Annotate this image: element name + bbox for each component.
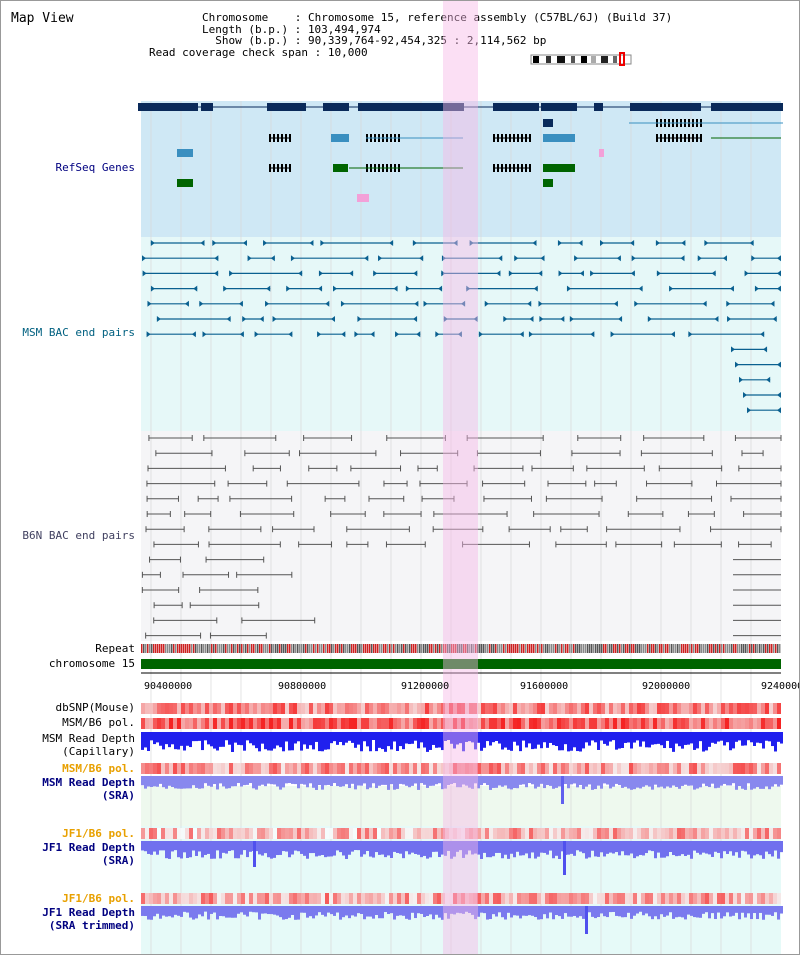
- label-jf1-read-trimmed-sub: (SRA trimmed): [48, 919, 135, 932]
- axis-tick-label: 91600000: [520, 681, 569, 692]
- chromosome-bar: [141, 659, 781, 669]
- axis-tick-label: 90400000: [144, 681, 193, 692]
- label-b6n-bac[interactable]: B6N BAC end pairs: [22, 529, 135, 542]
- msm-bac-features[interactable]: [142, 240, 781, 414]
- refseq-track-bg: [141, 101, 781, 237]
- highlight-region[interactable]: [443, 1, 478, 954]
- span-key: Read coverage check span: [149, 45, 308, 59]
- chromosome-value: Chromosome 15, reference assembly (C57BL…: [307, 11, 673, 24]
- label-msm-read-capillary: MSM Read Depth: [42, 732, 135, 745]
- b6n-track-bg: [141, 431, 781, 641]
- label-jf1-read-sra: JF1 Read Depth: [42, 841, 135, 854]
- read-depth-tracks[interactable]: [141, 732, 783, 934]
- jf1-read-depth-sra[interactable]: [141, 841, 783, 859]
- span-value: 10,000: [327, 45, 368, 59]
- label-dbsnp: dbSNP(Mouse): [55, 701, 135, 714]
- msm-read-depth-capillary[interactable]: [141, 732, 783, 752]
- length-key: Length (b.p.): [201, 22, 289, 36]
- b6n-bac-features[interactable]: [141, 435, 782, 639]
- label-repeat: Repeat: [95, 642, 135, 655]
- label-chromosome: chromosome 15: [48, 657, 135, 670]
- label-jf1-read-sra-sub: (SRA): [101, 854, 135, 867]
- chromosome-key: Chromosome: [201, 11, 269, 24]
- label-msm-b6-pol-1: MSM/B6 pol.: [62, 716, 135, 729]
- label-msm-b6-pol-2: MSM/B6 pol.: [62, 762, 135, 775]
- msm-sra-bg: [141, 786, 781, 826]
- label-msm-read-capillary-sub: (Capillary): [62, 745, 135, 758]
- label-msm-read-sra-sub: (SRA): [101, 789, 135, 802]
- chromosome-ideogram[interactable]: [530, 52, 632, 66]
- msm-read-depth-sra[interactable]: [141, 776, 783, 790]
- jf1-b6-pol-heat-track-2[interactable]: [141, 893, 781, 904]
- label-jf1-b6-pol-2: JF1/B6 pol.: [62, 892, 135, 905]
- polymorphism-heat-tracks[interactable]: [141, 703, 781, 904]
- repeat-track[interactable]: [141, 644, 781, 653]
- axis-tick-label: 92000000: [642, 681, 691, 692]
- window-title: Map View: [11, 11, 74, 26]
- msm-b6-pol-heat-track-2[interactable]: [141, 763, 781, 774]
- axis-tick-label: 90800000: [278, 681, 327, 692]
- label-msm-read-sra: MSM Read Depth: [42, 776, 135, 789]
- msm-b6-pol-heat-track-1[interactable]: [141, 718, 781, 729]
- show-value: 90,339,764-92,454,325 : 2,114,562 bp: [307, 34, 547, 47]
- label-jf1-b6-pol-1: JF1/B6 pol.: [62, 827, 135, 840]
- dbsnp-heat-track[interactable]: [141, 703, 781, 714]
- jf1-b6-pol-heat-track-1[interactable]: [141, 828, 781, 839]
- track-backgrounds: [141, 101, 781, 954]
- jf1-read-depth-sra-trimmed[interactable]: [141, 906, 783, 920]
- axis-tick-label: 91200000: [401, 681, 450, 692]
- length-value: 103,494,974: [307, 22, 381, 36]
- refseq-gene-features[interactable]: [138, 103, 783, 202]
- label-jf1-read-trimmed: JF1 Read Depth: [42, 906, 135, 919]
- show-key: Show (b.p.): [215, 34, 289, 47]
- axis-tick-label: 92400000: [761, 681, 799, 692]
- label-msm-bac[interactable]: MSM BAC end pairs: [22, 326, 135, 339]
- region-info: Chromosome : Chromosome 15, reference as…: [149, 11, 673, 59]
- label-refseq-genes[interactable]: RefSeq Genes: [55, 161, 135, 174]
